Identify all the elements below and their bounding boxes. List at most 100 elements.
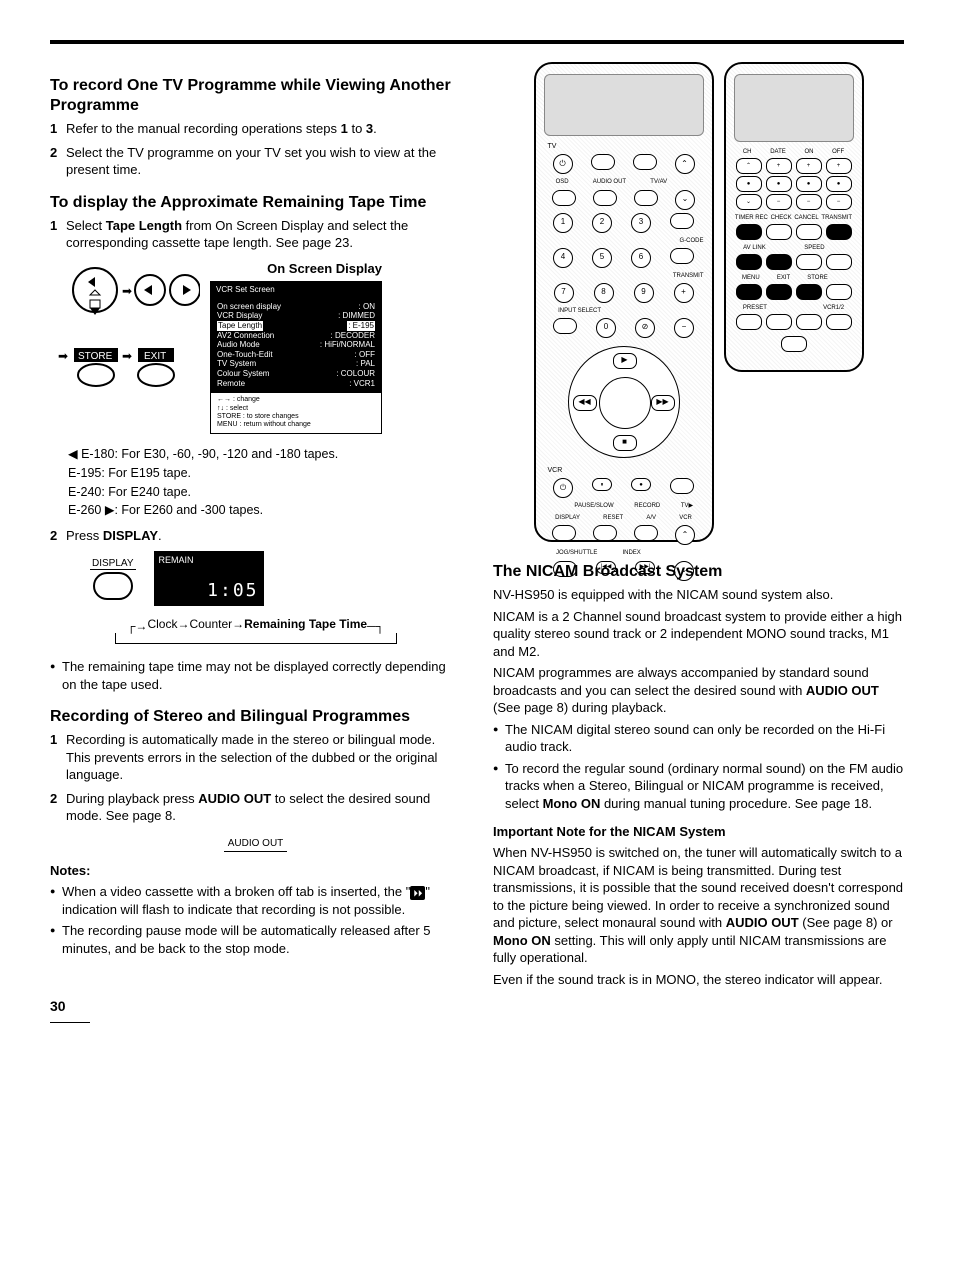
- on-up-btn-icon: +: [796, 158, 822, 174]
- tape-def-line: E-240: For E240 tape.: [68, 484, 461, 501]
- remain-label: REMAIN: [159, 554, 259, 566]
- section2-steps: 1Select Tape Length from On Screen Displ…: [50, 217, 461, 252]
- svg-text:STORE: STORE: [78, 351, 113, 362]
- ch-dn-btn-icon: ⌄: [736, 194, 762, 210]
- osd-header: VCR Set Screen: [211, 282, 381, 298]
- remain-value: 1:05: [159, 579, 259, 603]
- ch-up-btn-icon: ⌃: [736, 158, 762, 174]
- nicam-p3: NICAM programmes are always accompanied …: [493, 664, 904, 717]
- dpad-center: [599, 377, 651, 429]
- osd-item: Colour System: COLOUR: [217, 369, 375, 379]
- nicam-title: The NICAM Broadcast System: [493, 562, 904, 582]
- display-button-diagram: DISPLAY: [90, 557, 136, 601]
- svg-text:EXIT: EXIT: [144, 351, 166, 362]
- flip-lcd: [734, 74, 854, 142]
- svg-text:➡: ➡: [58, 349, 68, 363]
- osd-item: On screen display: ON: [217, 302, 375, 312]
- nicam-important-title: Important Note for the NICAM System: [493, 823, 904, 841]
- osd-box: VCR Set Screen On screen display: ONVCR …: [210, 281, 382, 434]
- display-button-label: DISPLAY: [90, 558, 136, 570]
- digit-1-icon: 1: [553, 213, 573, 233]
- osd-item: One-Touch-Edit: OFF: [217, 350, 375, 360]
- bottom-btn-icon: [781, 336, 807, 352]
- input-select-icon: [553, 318, 577, 334]
- s2-note: The remaining tape time may not be displ…: [50, 658, 461, 693]
- rewind-button-icon: ◀◀: [573, 395, 597, 411]
- blank-btn-icon: [826, 284, 852, 300]
- menu-btn-icon: [736, 284, 762, 300]
- transmit-btn-icon: [826, 224, 852, 240]
- remote-front: TV ⏻ ⌃ OSDAUDIO OUTTV/AV ⌄ 1 2 3: [534, 62, 714, 542]
- gcode-button-icon: [670, 213, 694, 229]
- s3-note1: When a video cassette with a broken off …: [50, 883, 461, 918]
- digit-8-icon: 8: [594, 283, 614, 303]
- display-button-icon: [552, 525, 576, 541]
- section3-title: Recording of Stereo and Bilingual Progra…: [50, 707, 461, 727]
- nicam-bullet2: To record the regular sound (ordinary no…: [493, 760, 904, 813]
- check-btn-icon: [766, 224, 792, 240]
- audio-out-label: AUDIO OUT: [224, 837, 288, 852]
- main-columns: To record One TV Programme while Viewing…: [50, 62, 904, 1023]
- tvav-button-icon: [634, 190, 658, 206]
- svg-text:➡: ➡: [122, 349, 132, 363]
- osd-item: Tape Length: E-195: [217, 321, 375, 331]
- nicam-bullet1: The NICAM digital stereo sound can only …: [493, 721, 904, 756]
- section1-title: To record One TV Programme while Viewing…: [50, 76, 461, 116]
- nicam-important-tail: Even if the sound track is in MONO, the …: [493, 971, 904, 989]
- on-dn-btn-icon: −: [796, 194, 822, 210]
- exit-btn-icon: [766, 284, 792, 300]
- digit-3-icon: 3: [631, 213, 651, 233]
- off-up-btn-icon: +: [826, 158, 852, 174]
- osd-footer-line: ←→ : change: [217, 396, 375, 404]
- left-column: To record One TV Programme while Viewing…: [50, 62, 461, 1023]
- osd-footer-line: STORE : to store changes: [217, 413, 375, 421]
- date-mid-btn-icon: ●: [766, 176, 792, 192]
- vcr-power-icon: ⏻: [553, 478, 573, 498]
- store-btn-icon: [796, 284, 822, 300]
- digit-0-icon: 0: [596, 318, 616, 338]
- avlink2-btn-icon: [766, 254, 792, 270]
- vcr12-btn-icon: [826, 314, 852, 330]
- nav-buttons-diagram: ➡ ➡ STORE ➡ EXIT: [50, 260, 200, 410]
- osd-footer: ←→ : change↑↓ : selectSTORE : to store c…: [211, 392, 381, 433]
- date-dn-btn-icon: −: [766, 194, 792, 210]
- on-mid-btn-icon: ●: [796, 176, 822, 192]
- remote-illustration: TV ⏻ ⌃ OSDAUDIO OUTTV/AV ⌄ 1 2 3: [493, 62, 904, 542]
- top-rule: [50, 40, 904, 44]
- record-button-icon: ●: [631, 478, 651, 491]
- page-number-underline: [50, 1022, 90, 1023]
- audio-out-button-icon: [593, 190, 617, 206]
- display-button-icon: [93, 572, 133, 600]
- nicam-p2: NICAM is a 2 Channel sound broadcast sys…: [493, 608, 904, 661]
- ch-down-icon: −: [674, 318, 694, 338]
- blank2-btn-icon: [766, 314, 792, 330]
- display-diagram-row: DISPLAY REMAIN 1:05: [90, 551, 461, 606]
- date-up-btn-icon: +: [766, 158, 792, 174]
- tvplay-button-icon: [670, 478, 694, 494]
- s3-note2: The recording pause mode will be automat…: [50, 922, 461, 957]
- s1-step1: Refer to the manual recording operations…: [66, 120, 461, 138]
- svg-text:➡: ➡: [122, 284, 132, 298]
- osd-item: Audio Mode: HiFi/NORMAL: [217, 340, 375, 350]
- vol-down-icon: [591, 154, 615, 170]
- page-number: 30: [50, 997, 461, 1016]
- digit-2-icon: 2: [592, 213, 612, 233]
- digit-7-icon: 7: [554, 283, 574, 303]
- blank3-btn-icon: [796, 314, 822, 330]
- speed2-btn-icon: [826, 254, 852, 270]
- digit-9-icon: 9: [634, 283, 654, 303]
- tape-def-line: E-260 ▶: For E260 and -300 tapes.: [68, 502, 461, 519]
- avlink-btn-icon: [736, 254, 762, 270]
- section3-notes: When a video cassette with a broken off …: [50, 883, 461, 957]
- preset-btn-icon: [736, 314, 762, 330]
- osd-diagram-row: ➡ ➡ STORE ➡ EXIT On Screen Display VCR S…: [50, 260, 461, 434]
- tv-ch-button-icon: ⌃: [675, 154, 695, 174]
- display-cycle-flow: ┌→Clock→Counter→Remaining Tape Time─┐: [50, 616, 461, 648]
- digit-5-icon: 5: [592, 248, 612, 268]
- transmit-button-icon: [670, 248, 694, 264]
- nicam-important-body: When NV-HS950 is switched on, the tuner …: [493, 844, 904, 967]
- section2-notes: The remaining tape time may not be displ…: [50, 658, 461, 693]
- osd-item: AV2 Connection: DECODER: [217, 331, 375, 341]
- osd-panel-wrapper: On Screen Display VCR Set Screen On scre…: [210, 260, 382, 434]
- timer-rec-btn-icon: [736, 224, 762, 240]
